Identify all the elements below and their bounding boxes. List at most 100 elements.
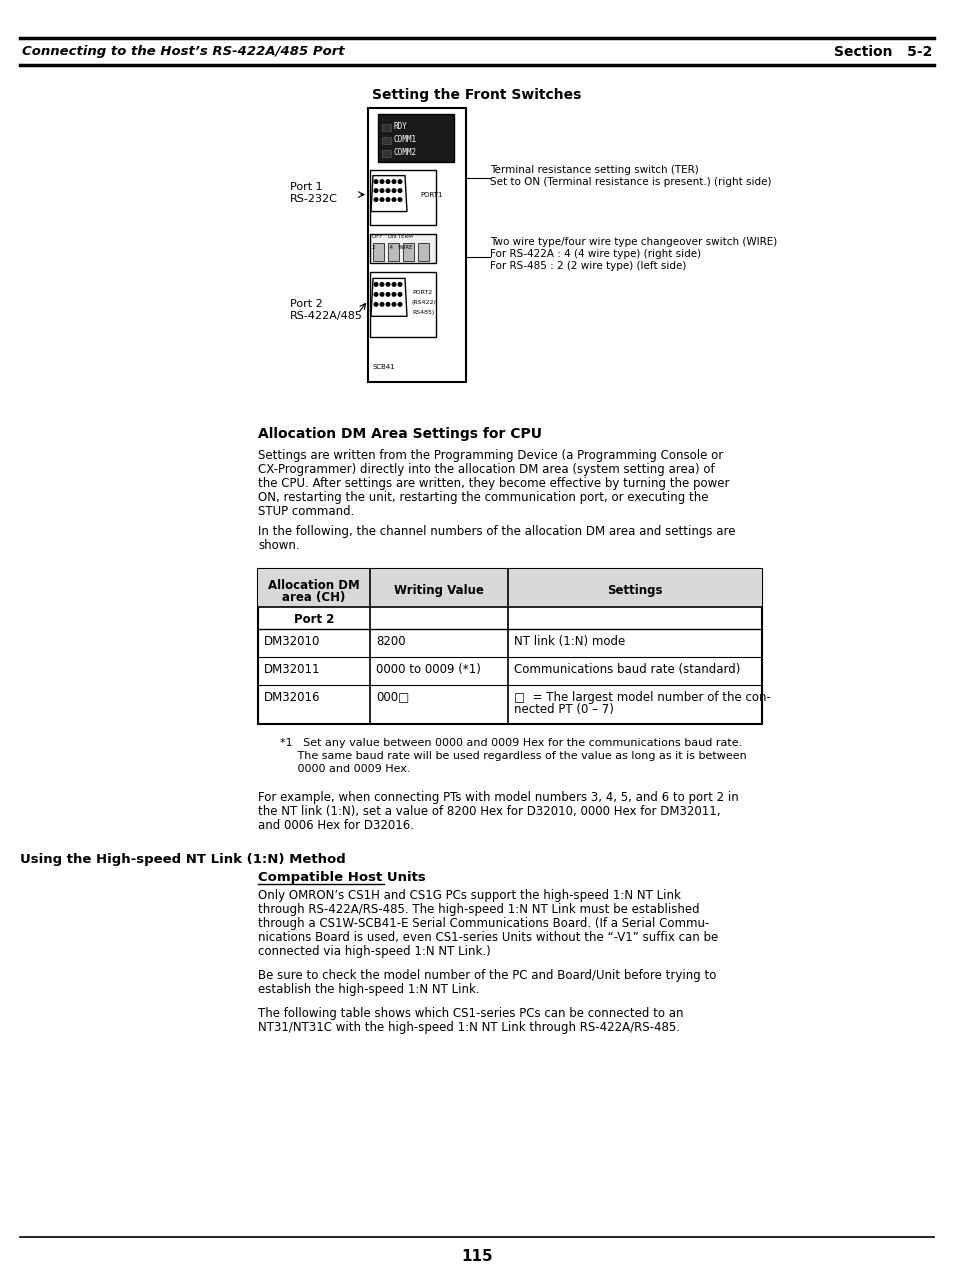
Text: shown.: shown. — [257, 539, 299, 552]
Circle shape — [374, 303, 377, 306]
Text: 8200: 8200 — [375, 635, 405, 648]
Bar — [373, 243, 384, 261]
Circle shape — [386, 180, 390, 184]
Text: *1   Set any value between 0000 and 0009 Hex for the communications baud rate.: *1 Set any value between 0000 and 0009 H… — [280, 738, 741, 748]
Text: OFF   ON TERM: OFF ON TERM — [372, 235, 413, 240]
Text: Allocation DM: Allocation DM — [268, 578, 359, 592]
Circle shape — [397, 198, 401, 202]
Text: NT31/NT31C with the high-speed 1:N NT Link through RS-422A/RS-485.: NT31/NT31C with the high-speed 1:N NT Li… — [257, 1021, 679, 1033]
Circle shape — [386, 303, 390, 306]
Text: Two wire type/four wire type changeover switch (WIRE): Two wire type/four wire type changeover … — [490, 237, 777, 247]
Text: STUP command.: STUP command. — [257, 505, 354, 517]
Circle shape — [397, 293, 401, 297]
Circle shape — [392, 198, 395, 202]
Circle shape — [392, 180, 395, 184]
Circle shape — [397, 303, 401, 306]
Text: Set to ON (Terminal resistance is present.) (right side): Set to ON (Terminal resistance is presen… — [490, 176, 771, 186]
Bar — [368, 108, 465, 382]
Text: Communications baud rate (standard): Communications baud rate (standard) — [514, 663, 740, 676]
Text: Writing Value: Writing Value — [394, 583, 483, 597]
Circle shape — [392, 283, 395, 287]
Bar — [402, 243, 414, 261]
Text: For RS-485 : 2 (2 wire type) (left side): For RS-485 : 2 (2 wire type) (left side) — [490, 261, 685, 271]
Circle shape — [380, 189, 383, 193]
Bar — [257, 569, 761, 606]
Text: Settings: Settings — [607, 583, 662, 597]
Circle shape — [397, 283, 401, 287]
Text: For RS-422A : 4 (4 wire type) (right side): For RS-422A : 4 (4 wire type) (right sid… — [490, 250, 700, 260]
Bar — [370, 170, 436, 224]
Circle shape — [380, 198, 383, 202]
Text: ON, restarting the unit, restarting the communication port, or executing the: ON, restarting the unit, restarting the … — [257, 491, 708, 503]
Text: CX-Programmer) directly into the allocation DM area (system setting area) of: CX-Programmer) directly into the allocat… — [257, 463, 714, 476]
Text: Allocation DM Area Settings for CPU: Allocation DM Area Settings for CPU — [257, 427, 541, 441]
Text: SCB41: SCB41 — [373, 364, 395, 370]
Text: Compatible Host Units: Compatible Host Units — [257, 871, 425, 884]
Text: 2        4   WIRE: 2 4 WIRE — [372, 246, 412, 251]
Text: RS-232C: RS-232C — [290, 194, 337, 204]
Circle shape — [397, 189, 401, 193]
Text: Setting the Front Switches: Setting the Front Switches — [372, 87, 581, 101]
Text: DM32016: DM32016 — [264, 691, 320, 704]
Circle shape — [386, 198, 390, 202]
Text: Port 1: Port 1 — [290, 181, 322, 191]
Text: The same baud rate will be used regardless of the value as long as it is between: The same baud rate will be used regardle… — [280, 752, 746, 761]
Text: □  = The largest model number of the con-: □ = The largest model number of the con- — [514, 691, 770, 704]
Circle shape — [386, 283, 390, 287]
Bar — [381, 124, 391, 131]
Text: Section   5-2: Section 5-2 — [833, 44, 931, 58]
Circle shape — [386, 189, 390, 193]
Circle shape — [374, 283, 377, 287]
Text: PORT1: PORT1 — [419, 191, 442, 198]
Text: NT link (1:N) mode: NT link (1:N) mode — [514, 635, 624, 648]
Circle shape — [374, 198, 377, 202]
Bar — [381, 137, 391, 143]
Text: In the following, the channel numbers of the allocation DM area and settings are: In the following, the channel numbers of… — [257, 525, 735, 538]
Text: 0000 and 0009 Hex.: 0000 and 0009 Hex. — [280, 765, 410, 775]
Circle shape — [380, 283, 383, 287]
Text: The following table shows which CS1-series PCs can be connected to an: The following table shows which CS1-seri… — [257, 1007, 682, 1019]
Text: PORT2: PORT2 — [412, 290, 432, 295]
Text: Port 2: Port 2 — [290, 299, 322, 309]
Text: DM32010: DM32010 — [264, 635, 320, 648]
Text: RS485): RS485) — [412, 309, 434, 314]
Circle shape — [386, 293, 390, 297]
Text: (RS422/: (RS422/ — [412, 299, 436, 304]
Text: Connecting to the Host’s RS-422A/485 Port: Connecting to the Host’s RS-422A/485 Por… — [22, 46, 344, 58]
Text: RDY: RDY — [394, 122, 408, 131]
Text: Only OMRON’s CS1H and CS1G PCs support the high-speed 1:N NT Link: Only OMRON’s CS1H and CS1G PCs support t… — [257, 889, 680, 902]
Text: through RS-422A/RS-485. The high-speed 1:N NT Link must be established: through RS-422A/RS-485. The high-speed 1… — [257, 903, 699, 915]
Text: DM32011: DM32011 — [264, 663, 320, 676]
Bar — [381, 150, 391, 157]
Bar — [417, 243, 429, 261]
Text: 115: 115 — [460, 1249, 493, 1264]
Circle shape — [392, 303, 395, 306]
Text: establish the high-speed 1:N NT Link.: establish the high-speed 1:N NT Link. — [257, 983, 479, 995]
Bar — [257, 569, 761, 724]
Text: RS-422A/485: RS-422A/485 — [290, 312, 362, 321]
Circle shape — [392, 293, 395, 297]
Text: through a CS1W-SCB41-E Serial Communications Board. (If a Serial Commu-: through a CS1W-SCB41-E Serial Communicat… — [257, 917, 709, 929]
Circle shape — [397, 180, 401, 184]
Circle shape — [374, 189, 377, 193]
Circle shape — [380, 180, 383, 184]
Circle shape — [380, 303, 383, 306]
Text: For example, when connecting PTs with model numbers 3, 4, 5, and 6 to port 2 in: For example, when connecting PTs with mo… — [257, 791, 738, 804]
Circle shape — [380, 293, 383, 297]
Circle shape — [374, 180, 377, 184]
Text: COMM2: COMM2 — [394, 148, 416, 157]
Text: area (CH): area (CH) — [282, 591, 345, 604]
Circle shape — [374, 293, 377, 297]
Text: Using the High-speed NT Link (1:N) Method: Using the High-speed NT Link (1:N) Metho… — [20, 853, 345, 866]
Text: 000□: 000□ — [375, 691, 409, 704]
Text: and 0006 Hex for D32016.: and 0006 Hex for D32016. — [257, 819, 414, 832]
Bar — [377, 114, 454, 161]
Text: Terminal resistance setting switch (TER): Terminal resistance setting switch (TER) — [490, 165, 698, 175]
Text: Be sure to check the model number of the PC and Board/Unit before trying to: Be sure to check the model number of the… — [257, 969, 716, 981]
Bar — [388, 243, 398, 261]
Text: COMM1: COMM1 — [394, 136, 416, 145]
Text: nected PT (0 – 7): nected PT (0 – 7) — [514, 702, 613, 715]
Text: nications Board is used, even CS1-series Units without the “-V1” suffix can be: nications Board is used, even CS1-series… — [257, 931, 718, 945]
Text: connected via high-speed 1:N NT Link.): connected via high-speed 1:N NT Link.) — [257, 945, 490, 959]
Bar — [370, 233, 436, 264]
